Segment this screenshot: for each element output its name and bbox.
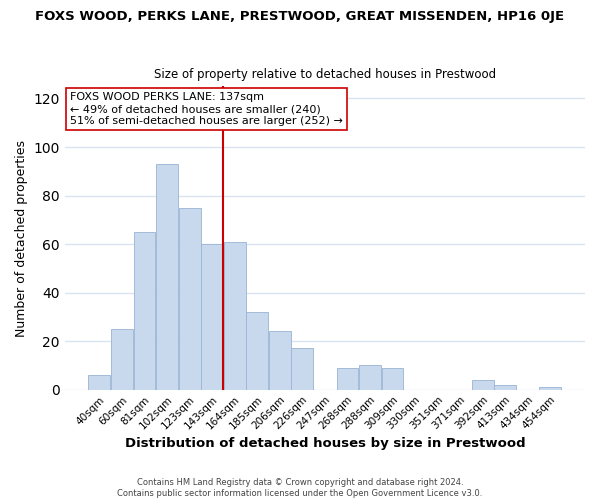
- Bar: [269, 332, 291, 390]
- Bar: [201, 244, 223, 390]
- Y-axis label: Number of detached properties: Number of detached properties: [15, 140, 28, 336]
- X-axis label: Distribution of detached houses by size in Prestwood: Distribution of detached houses by size …: [125, 437, 525, 450]
- Bar: [337, 368, 358, 390]
- Text: Contains HM Land Registry data © Crown copyright and database right 2024.
Contai: Contains HM Land Registry data © Crown c…: [118, 478, 482, 498]
- Bar: [247, 312, 268, 390]
- Bar: [88, 375, 110, 390]
- Title: Size of property relative to detached houses in Prestwood: Size of property relative to detached ho…: [154, 68, 496, 81]
- Bar: [382, 368, 403, 390]
- Text: FOXS WOOD PERKS LANE: 137sqm
← 49% of detached houses are smaller (240)
51% of s: FOXS WOOD PERKS LANE: 137sqm ← 49% of de…: [70, 92, 343, 126]
- Bar: [156, 164, 178, 390]
- Bar: [134, 232, 155, 390]
- Bar: [539, 388, 562, 390]
- Bar: [494, 385, 516, 390]
- Text: FOXS WOOD, PERKS LANE, PRESTWOOD, GREAT MISSENDEN, HP16 0JE: FOXS WOOD, PERKS LANE, PRESTWOOD, GREAT …: [35, 10, 565, 23]
- Bar: [224, 242, 245, 390]
- Bar: [359, 366, 381, 390]
- Bar: [472, 380, 494, 390]
- Bar: [179, 208, 200, 390]
- Bar: [111, 329, 133, 390]
- Bar: [292, 348, 313, 390]
